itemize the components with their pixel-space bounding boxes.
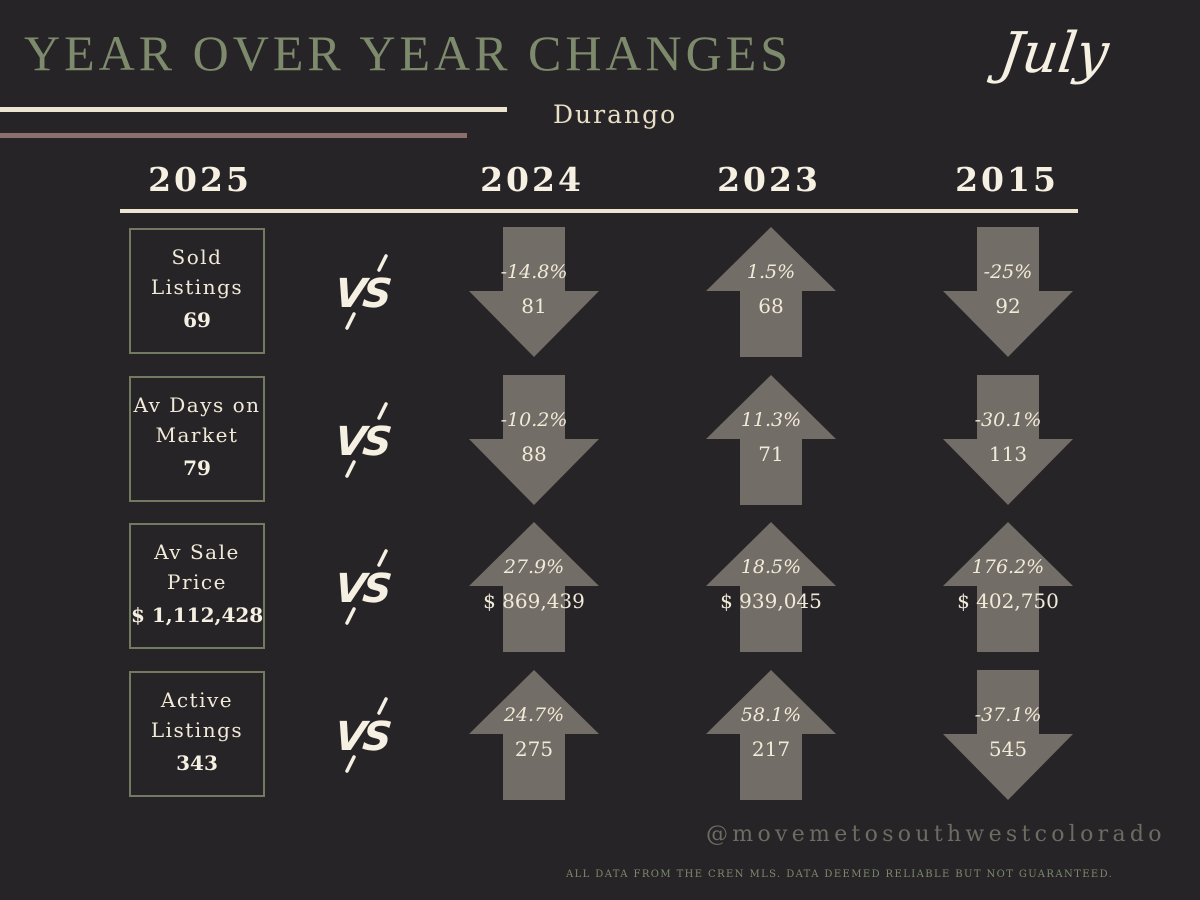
vs-icon: VS	[332, 689, 404, 779]
change-percent: 11.3%	[740, 409, 802, 431]
change-percent: -10.2%	[500, 409, 568, 431]
vs-text: VS	[333, 271, 393, 317]
metric-value: $ 1,112,428	[131, 603, 264, 627]
change-percent: 27.9%	[503, 556, 565, 578]
year-header-compare-2: 2023	[717, 160, 821, 199]
header-divider	[120, 209, 1078, 213]
metric-box: Sold Listings 69	[129, 228, 265, 354]
arrow-up-icon: 24.7% 275	[469, 670, 599, 800]
metric-box: Active Listings 343	[129, 671, 265, 797]
metric-box: Av Sale Price $ 1,112,428	[129, 523, 265, 649]
metric-label: Sold Listings	[150, 245, 244, 299]
metric-value: 79	[183, 456, 211, 480]
comparison-value: 545	[988, 737, 1028, 761]
comparison-value: $ 869,439	[483, 589, 585, 613]
comparison-value: 92	[995, 294, 1021, 318]
year-header-current: 2025	[148, 160, 252, 199]
change-percent: 18.5%	[740, 556, 802, 578]
change-percent: -14.8%	[500, 261, 568, 283]
comparison-value: 113	[988, 442, 1028, 466]
change-percent: 24.7%	[503, 704, 565, 726]
comparison-value: $ 402,750	[957, 589, 1059, 613]
arrow-down-icon: -10.2% 88	[469, 375, 599, 505]
arrow-up-icon: 58.1% 217	[706, 670, 836, 800]
change-percent: -37.1%	[974, 704, 1042, 726]
month-label: July	[995, 21, 1113, 86]
change-percent: -25%	[983, 261, 1033, 283]
comparison-value: 81	[521, 294, 547, 318]
data-disclaimer: ALL DATA FROM THE CREN MLS. DATA DEEMED …	[566, 869, 1114, 880]
change-percent: 58.1%	[740, 704, 802, 726]
metric-label: Av Days on Market	[133, 393, 261, 447]
arrow-down-icon: -14.8% 81	[469, 227, 599, 357]
change-percent: 1.5%	[746, 261, 796, 283]
vs-text: VS	[333, 714, 393, 760]
change-percent: 176.2%	[971, 556, 1045, 578]
decorative-line-mauve	[0, 133, 467, 138]
arrow-up-icon: 18.5% $ 939,045	[706, 522, 836, 652]
arrow-up-icon: 1.5% 68	[706, 227, 836, 357]
vs-icon: VS	[332, 246, 404, 336]
page-title: YEAR OVER YEAR CHANGES	[24, 25, 793, 81]
year-header-compare-1: 2024	[480, 160, 584, 199]
metric-box: Av Days on Market 79	[129, 376, 265, 502]
comparison-value: $ 939,045	[720, 589, 822, 613]
change-percent: -30.1%	[974, 409, 1042, 431]
arrow-up-icon: 11.3% 71	[706, 375, 836, 505]
metric-value: 69	[183, 308, 211, 332]
metric-label: Av Sale Price	[154, 540, 240, 594]
arrow-down-icon: -30.1% 113	[943, 375, 1073, 505]
vs-text: VS	[333, 419, 393, 465]
metric-label: Active Listings	[150, 688, 244, 742]
comparison-value: 68	[758, 294, 784, 318]
comparison-value: 88	[521, 442, 547, 466]
comparison-value: 217	[751, 737, 791, 761]
comparison-value: 275	[514, 737, 554, 761]
vs-text: VS	[333, 566, 393, 612]
decorative-line-cream	[0, 107, 507, 112]
vs-icon: VS	[332, 541, 404, 631]
arrow-up-icon: 27.9% $ 869,439	[469, 522, 599, 652]
metric-value: 343	[176, 751, 218, 775]
social-handle: @movemetosouthwestcolorado	[706, 822, 1166, 847]
comparison-value: 71	[758, 442, 784, 466]
arrow-down-icon: -25% 92	[943, 227, 1073, 357]
vs-icon: VS	[332, 394, 404, 484]
location-label: Durango	[553, 100, 678, 129]
arrow-up-icon: 176.2% $ 402,750	[943, 522, 1073, 652]
arrow-down-icon: -37.1% 545	[943, 670, 1073, 800]
year-header-compare-3: 2015	[955, 160, 1059, 199]
